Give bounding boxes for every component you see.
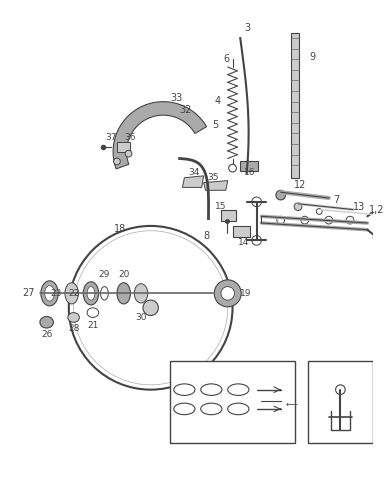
Circle shape	[346, 216, 354, 224]
Circle shape	[335, 385, 345, 394]
Circle shape	[277, 216, 284, 224]
Circle shape	[373, 206, 381, 214]
Text: 30: 30	[135, 313, 147, 322]
Ellipse shape	[134, 284, 148, 303]
Ellipse shape	[174, 384, 195, 396]
Circle shape	[252, 236, 261, 245]
Text: 15: 15	[215, 202, 227, 211]
Circle shape	[221, 286, 234, 300]
Ellipse shape	[83, 282, 99, 305]
Text: 6: 6	[223, 54, 229, 64]
Text: 37: 37	[105, 133, 117, 142]
Circle shape	[276, 190, 286, 200]
Text: 5: 5	[212, 120, 218, 130]
Circle shape	[317, 208, 322, 214]
Circle shape	[301, 216, 309, 224]
Text: ⟵: ⟵	[286, 400, 298, 408]
Polygon shape	[183, 176, 204, 188]
Text: 3: 3	[244, 24, 250, 34]
Text: 18: 18	[114, 224, 127, 234]
Circle shape	[252, 197, 261, 206]
Ellipse shape	[101, 286, 108, 300]
Text: 1,2: 1,2	[369, 204, 385, 214]
Ellipse shape	[87, 308, 99, 318]
Text: 19: 19	[240, 289, 252, 298]
Text: 33: 33	[170, 93, 182, 103]
Circle shape	[229, 164, 236, 172]
Bar	[240, 162, 257, 171]
Text: 27: 27	[23, 288, 35, 298]
Circle shape	[143, 300, 158, 316]
Text: 36: 36	[125, 133, 136, 142]
Text: 4: 4	[215, 96, 221, 106]
Text: 23: 23	[51, 289, 62, 298]
Text: 32: 32	[179, 106, 192, 116]
Ellipse shape	[45, 286, 54, 301]
Ellipse shape	[228, 403, 249, 414]
Text: 16: 16	[244, 168, 256, 177]
Bar	[308, 361, 373, 442]
Circle shape	[69, 226, 232, 390]
Circle shape	[125, 150, 132, 157]
Text: 8: 8	[203, 230, 210, 240]
Bar	[221, 210, 236, 221]
Polygon shape	[204, 180, 228, 190]
Text: 34: 34	[188, 168, 200, 177]
Bar	[232, 226, 250, 237]
Ellipse shape	[201, 384, 222, 396]
Ellipse shape	[41, 281, 58, 306]
Ellipse shape	[65, 282, 78, 304]
Ellipse shape	[174, 403, 195, 414]
Text: 14: 14	[239, 238, 250, 247]
Text: 21: 21	[87, 320, 98, 330]
Circle shape	[74, 230, 228, 385]
Ellipse shape	[40, 316, 53, 328]
Polygon shape	[113, 102, 207, 169]
Circle shape	[325, 216, 333, 224]
Ellipse shape	[68, 312, 80, 322]
Bar	[117, 142, 130, 152]
Ellipse shape	[201, 403, 222, 414]
Circle shape	[113, 158, 120, 165]
Text: 13: 13	[353, 202, 365, 211]
Text: 35: 35	[208, 174, 219, 182]
Bar	[291, 34, 299, 178]
Text: 26: 26	[41, 330, 52, 340]
Text: 22: 22	[68, 289, 80, 298]
Ellipse shape	[87, 286, 95, 300]
Circle shape	[214, 280, 241, 307]
Text: 7: 7	[334, 195, 340, 205]
Ellipse shape	[117, 282, 130, 304]
Bar	[170, 361, 295, 442]
Circle shape	[294, 203, 302, 210]
Ellipse shape	[228, 384, 249, 396]
Text: 9: 9	[310, 52, 316, 62]
Text: 20: 20	[118, 270, 129, 278]
Circle shape	[373, 234, 381, 241]
Text: 29: 29	[99, 270, 110, 278]
Text: 12: 12	[294, 180, 306, 190]
Text: 28: 28	[68, 324, 79, 334]
